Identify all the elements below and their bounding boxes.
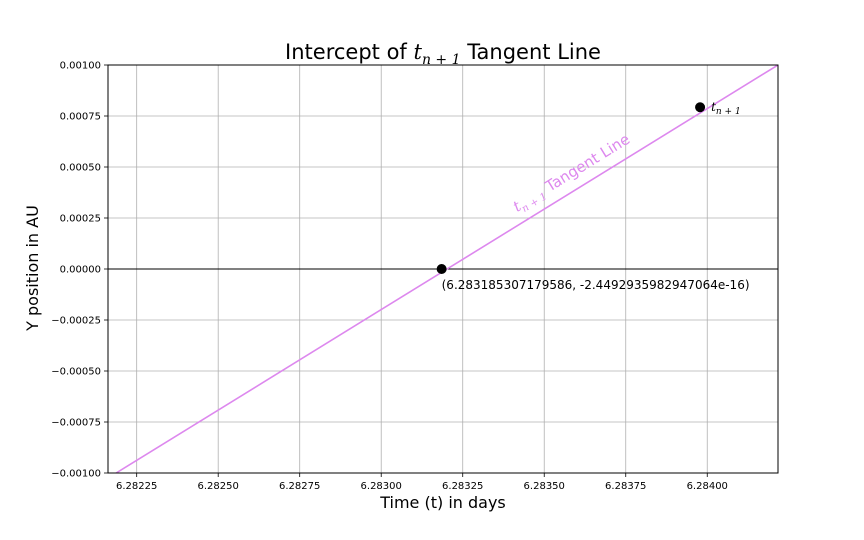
x-tick-label: 6.28275 — [279, 481, 320, 492]
x-tick-label: 6.28250 — [198, 481, 239, 492]
y-tick-label: 0.00050 — [60, 163, 101, 174]
ticks: 6.28225 6.28250 6.28275 6.28300 6.28325 6.283… — [51, 61, 728, 493]
x-tick-label: 6.28400 — [687, 481, 728, 492]
y-tick-label: 0.00100 — [60, 61, 101, 72]
x-tick-label: 6.28300 — [361, 481, 402, 492]
intercept-point-label: (6.283185307179586, -2.4492935982947064e… — [442, 278, 750, 292]
y-tick-label: −0.00025 — [51, 316, 101, 327]
y-tick-label: −0.00050 — [51, 367, 101, 378]
y-tick-label: −0.00075 — [51, 418, 101, 429]
series-label: tn + 1 Tangent Line — [510, 130, 635, 218]
tn1-point-label: tn + 1 — [711, 100, 741, 117]
chart-title: Intercept of tn + 1 Tangent Line — [285, 40, 601, 68]
x-tick-label: 6.28350 — [524, 481, 565, 492]
x-axis-label: Time (t) in days — [379, 493, 506, 512]
tangent-line — [115, 65, 778, 473]
y-tick-label: 0.00025 — [60, 214, 101, 225]
intercept-point — [436, 264, 447, 274]
x-tick-label: 6.28225 — [116, 481, 157, 492]
tn1-point — [695, 102, 706, 113]
y-tick-label: 0.00075 — [60, 112, 101, 123]
x-tick-label: 6.28325 — [442, 481, 483, 492]
y-tick-label: −0.00100 — [51, 469, 101, 480]
points-layer — [436, 102, 706, 274]
x-tick-label: 6.28375 — [605, 481, 646, 492]
series-layer — [115, 65, 778, 473]
y-tick-label: 0.00000 — [60, 265, 101, 276]
y-axis-label: Y position in AU — [23, 205, 42, 332]
